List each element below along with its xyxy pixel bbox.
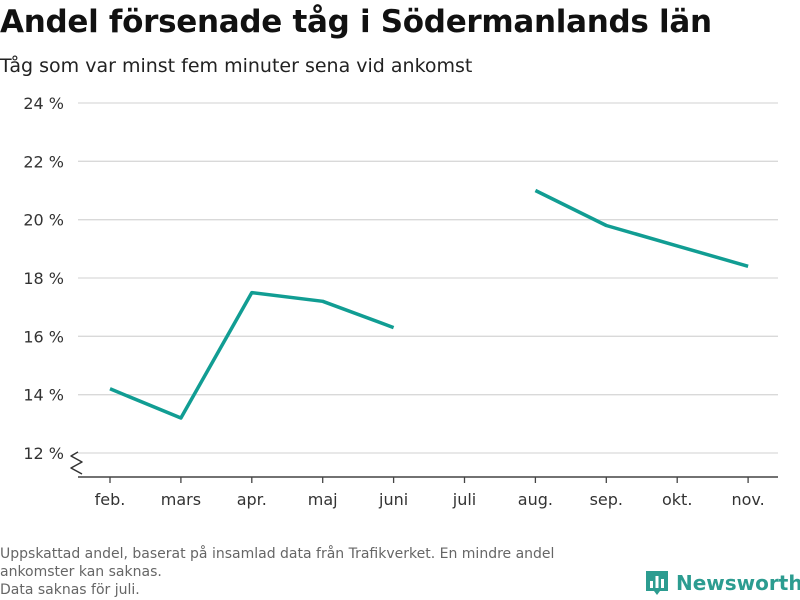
x-tick-label: maj xyxy=(308,490,338,509)
y-tick-label: 22 % xyxy=(23,152,64,171)
y-tick-label: 16 % xyxy=(23,327,64,346)
y-tick-label: 14 % xyxy=(23,386,64,405)
y-tick-label: 12 % xyxy=(23,444,64,463)
footnote-line-2: ankomster kan saknas. xyxy=(0,564,162,580)
axis-break-icon xyxy=(70,451,83,475)
y-tick-label: 20 % xyxy=(23,211,64,230)
series-lines xyxy=(109,188,749,420)
footnote-line-3: Data saknas för juli. xyxy=(0,582,140,598)
brand: Newsworthy xyxy=(644,569,800,597)
x-tick-label: juni xyxy=(378,490,408,509)
x-tick-label: feb. xyxy=(95,490,126,509)
line-chart: 12 % 14 % 16 % 18 % 20 % 22 % 24 % feb. mars apr… xyxy=(23,94,778,509)
y-axis-ticks: 12 % 14 % 16 % 18 % 20 % 22 % 24 % xyxy=(23,94,83,475)
series-line-segment xyxy=(109,290,395,420)
chart-subtitle: Tåg som var minst fem minuter sena vid a… xyxy=(0,55,473,77)
brand-name: Newsworthy xyxy=(676,571,800,595)
y-tick-label: 18 % xyxy=(23,269,64,288)
x-tick-label: sep. xyxy=(590,490,623,509)
x-axis-ticks: feb. mars apr. maj juni juli aug. sep. okt. nov. xyxy=(95,477,765,509)
x-tick-label: nov. xyxy=(731,490,764,509)
x-tick-label: mars xyxy=(161,490,201,509)
grid-lines xyxy=(78,102,778,454)
x-tick-label: juli xyxy=(452,490,476,509)
y-tick-label: 24 % xyxy=(23,94,64,113)
series-line-segment xyxy=(534,188,749,268)
x-tick-label: apr. xyxy=(237,490,267,509)
chart-title: Andel försenade tåg i Södermanlands län xyxy=(0,4,712,40)
x-tick-label: okt. xyxy=(662,490,692,509)
footnote-line-1: Uppskattad andel, baserat på insamlad da… xyxy=(0,546,555,562)
newsworthy-logo-icon xyxy=(646,571,668,595)
x-tick-label: aug. xyxy=(518,490,553,509)
